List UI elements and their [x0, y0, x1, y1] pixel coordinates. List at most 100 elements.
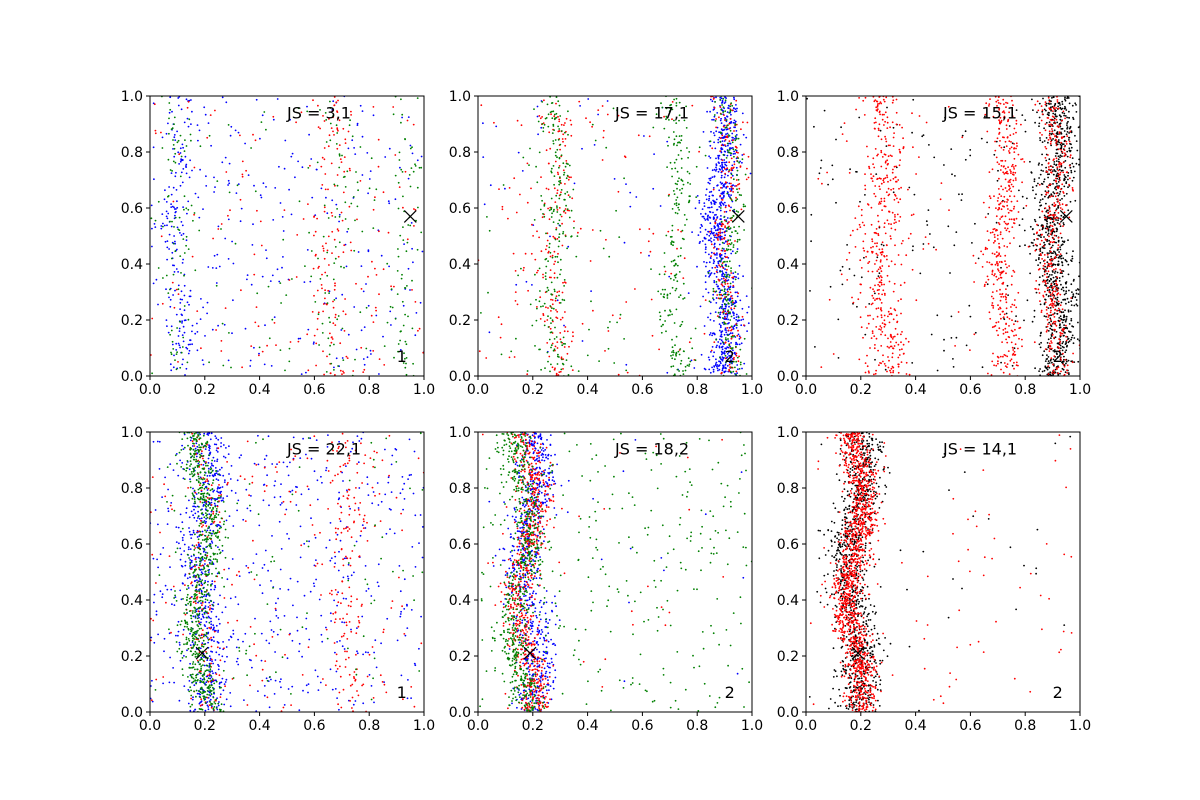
point — [880, 243, 883, 246]
point — [729, 154, 732, 157]
point — [919, 272, 922, 275]
point — [681, 237, 684, 240]
point — [183, 284, 186, 287]
point — [1047, 226, 1049, 228]
point — [714, 234, 717, 237]
point — [323, 147, 326, 149]
point — [680, 359, 683, 362]
point — [1033, 233, 1035, 236]
y-tick-label: 0.8 — [121, 145, 143, 161]
point — [1064, 166, 1067, 169]
point — [895, 314, 898, 317]
point — [673, 259, 676, 262]
point — [734, 149, 737, 151]
point — [182, 146, 185, 149]
point — [1056, 143, 1059, 146]
point — [726, 142, 729, 145]
point — [864, 233, 867, 235]
point — [732, 349, 734, 352]
point — [323, 257, 326, 260]
point — [316, 328, 319, 331]
point — [550, 207, 553, 209]
point — [727, 248, 730, 251]
point — [674, 358, 676, 361]
point — [704, 251, 707, 254]
point — [1065, 176, 1067, 179]
point — [720, 197, 723, 200]
point — [188, 303, 190, 306]
point — [680, 192, 683, 195]
point — [163, 198, 166, 201]
point — [736, 334, 739, 337]
point — [1011, 99, 1013, 102]
point — [552, 142, 555, 145]
point — [728, 170, 730, 173]
point — [864, 194, 866, 196]
point — [717, 170, 720, 173]
point — [322, 310, 324, 313]
point — [746, 167, 748, 170]
point — [671, 224, 674, 227]
point — [1068, 373, 1070, 376]
point — [1068, 102, 1071, 105]
point — [747, 322, 750, 325]
point — [551, 117, 554, 120]
point — [561, 244, 564, 247]
point — [720, 297, 723, 300]
point — [168, 117, 170, 120]
point — [664, 270, 667, 273]
point — [334, 313, 337, 316]
point — [309, 280, 312, 283]
x-tick-label: 0.4 — [248, 382, 270, 398]
point — [1009, 178, 1012, 181]
point — [998, 223, 1001, 226]
point — [974, 331, 977, 334]
point — [618, 236, 621, 239]
point — [179, 255, 182, 257]
point — [529, 147, 531, 150]
point — [722, 129, 725, 132]
point — [1050, 103, 1052, 105]
point — [1054, 214, 1057, 216]
point — [182, 340, 185, 343]
point — [724, 310, 727, 313]
point — [241, 173, 244, 176]
point — [330, 211, 333, 214]
point — [922, 243, 925, 245]
point — [710, 201, 712, 204]
point — [699, 305, 702, 308]
point — [875, 173, 878, 176]
point — [730, 362, 733, 364]
point — [216, 180, 219, 183]
point — [317, 126, 320, 128]
point — [725, 126, 728, 129]
point — [407, 116, 410, 118]
point — [297, 107, 300, 110]
point — [1046, 354, 1048, 356]
point — [1002, 171, 1005, 174]
point — [1006, 204, 1009, 207]
point — [328, 118, 330, 120]
point — [878, 111, 881, 114]
point — [681, 187, 684, 190]
point — [362, 290, 365, 293]
point — [420, 231, 423, 234]
point — [400, 121, 402, 124]
point — [721, 307, 723, 310]
point — [272, 219, 275, 221]
point — [711, 118, 713, 121]
point — [726, 346, 729, 349]
point — [718, 364, 721, 367]
point — [1056, 353, 1058, 356]
point — [727, 174, 729, 177]
point — [321, 287, 323, 290]
point — [1051, 195, 1053, 198]
point — [1065, 292, 1067, 295]
point — [713, 134, 716, 137]
point — [570, 134, 573, 137]
point — [166, 258, 169, 261]
point — [730, 307, 732, 309]
point — [172, 242, 175, 245]
point — [813, 125, 815, 128]
point — [722, 166, 724, 169]
